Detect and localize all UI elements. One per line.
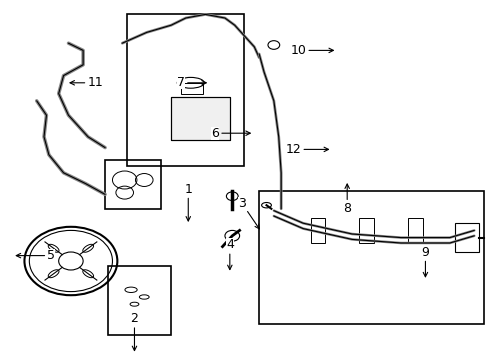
Text: 12: 12 [285, 143, 328, 156]
Text: 6: 6 [211, 127, 250, 140]
Bar [259, 191, 483, 324]
Bar [107, 266, 171, 335]
Text: 11: 11 [70, 76, 103, 89]
Text: 2: 2 [130, 312, 138, 351]
Bar [310, 218, 325, 243]
Bar [454, 223, 478, 252]
Text: 9: 9 [421, 246, 428, 277]
Bar [105, 160, 161, 209]
Text: 3: 3 [238, 197, 259, 229]
Bar [181, 83, 203, 94]
Bar [407, 218, 422, 243]
Text: 1: 1 [184, 183, 192, 221]
Bar [127, 14, 244, 166]
Bar [171, 97, 229, 140]
Text: 13: 13 [0, 359, 1, 360]
Text: 10: 10 [290, 44, 333, 57]
Bar [171, 97, 229, 140]
Text: 7: 7 [177, 76, 206, 89]
Bar [359, 218, 373, 243]
Text: 4: 4 [225, 238, 233, 270]
Text: 5: 5 [16, 249, 55, 262]
Text: 8: 8 [343, 184, 350, 215]
